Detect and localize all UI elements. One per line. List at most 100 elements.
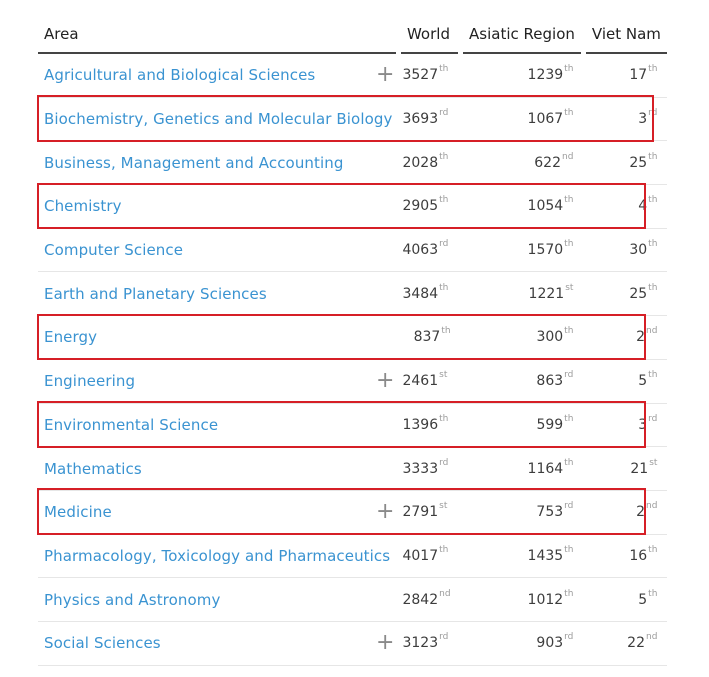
viet-rank-suffix: st bbox=[649, 457, 658, 468]
viet-rank-cell: 25th bbox=[583, 271, 668, 317]
plus-icon[interactable]: + bbox=[376, 630, 395, 656]
header-viet-nam: Viet Nam bbox=[583, 16, 668, 54]
viet-rank-value: 5 bbox=[638, 591, 648, 608]
viet-rank-cell: 2nd bbox=[583, 315, 668, 360]
area-cell: Physics and Astronomy bbox=[38, 577, 399, 622]
viet-rank-value: 22 bbox=[627, 635, 645, 652]
area-cell: Chemistry bbox=[38, 184, 399, 229]
table-row: Biochemistry, Genetics and Molecular Bio… bbox=[38, 97, 668, 142]
world-rank-value: 1396 bbox=[402, 416, 439, 433]
world-rank-suffix: th bbox=[439, 282, 449, 293]
world-rank-cell: 3527th bbox=[398, 53, 461, 98]
viet-rank-cell: 17th bbox=[583, 53, 668, 98]
area-cell: Social Sciences + bbox=[38, 621, 399, 666]
world-rank-suffix: th bbox=[439, 413, 449, 424]
asiatic-rank-cell: 300th bbox=[460, 315, 584, 360]
asiatic-rank-suffix: st bbox=[565, 282, 574, 293]
table-row: Medicine +2791st 753rd 2nd bbox=[38, 490, 668, 535]
viet-rank-cell: 25th bbox=[583, 140, 668, 186]
world-rank-suffix: th bbox=[439, 195, 449, 206]
viet-rank-value: 2 bbox=[636, 504, 645, 521]
asiatic-rank-value: 1164 bbox=[527, 460, 564, 477]
world-rank-cell: 2461st bbox=[398, 359, 461, 404]
subject-area-link[interactable]: Agricultural and Biological Sciences bbox=[44, 66, 316, 85]
subject-area-link[interactable]: Pharmacology, Toxicology and Pharmaceuti… bbox=[44, 546, 391, 565]
area-cell: Pharmacology, Toxicology and Pharmaceuti… bbox=[38, 534, 399, 579]
world-rank-value: 2791 bbox=[402, 504, 439, 521]
subject-area-link[interactable]: Chemistry bbox=[44, 197, 122, 216]
world-rank-cell: 3693rd bbox=[398, 97, 461, 142]
world-rank-value: 3693 bbox=[402, 111, 439, 128]
viet-rank-cell: 5th bbox=[583, 577, 668, 622]
table-row: Chemistry 2905th 1054th 4th bbox=[38, 184, 668, 229]
asiatic-rank-suffix: th bbox=[564, 239, 574, 250]
subject-area-link[interactable]: Physics and Astronomy bbox=[44, 590, 221, 609]
asiatic-rank-value: 1012 bbox=[527, 591, 564, 608]
asiatic-rank-cell: 863rd bbox=[460, 359, 584, 404]
plus-icon[interactable]: + bbox=[376, 62, 395, 88]
subject-area-link[interactable]: Environmental Science bbox=[44, 415, 219, 434]
viet-rank-value: 3 bbox=[638, 111, 648, 128]
subject-area-link[interactable]: Medicine bbox=[44, 503, 112, 522]
viet-rank-suffix: nd bbox=[645, 632, 658, 643]
subject-area-link[interactable]: Energy bbox=[44, 328, 98, 347]
asiatic-rank-cell: 753rd bbox=[460, 490, 584, 535]
world-rank-value: 3333 bbox=[402, 460, 439, 477]
subject-area-link[interactable]: Biochemistry, Genetics and Molecular Bio… bbox=[44, 110, 393, 129]
viet-rank-cell: 2nd bbox=[583, 490, 668, 535]
asiatic-rank-suffix: nd bbox=[561, 151, 574, 162]
asiatic-rank-value: 1054 bbox=[527, 198, 564, 215]
plus-icon[interactable]: + bbox=[376, 368, 395, 394]
subject-area-link[interactable]: Social Sciences bbox=[44, 634, 161, 653]
asiatic-rank-suffix: th bbox=[564, 588, 574, 599]
viet-rank-value: 5 bbox=[638, 373, 648, 390]
viet-rank-cell: 3rd bbox=[583, 97, 668, 142]
area-cell: Engineering + bbox=[38, 359, 399, 404]
world-rank-value: 3123 bbox=[402, 635, 439, 652]
asiatic-rank-suffix: th bbox=[564, 544, 574, 555]
asiatic-rank-value: 1435 bbox=[527, 547, 564, 564]
viet-rank-cell: 5th bbox=[583, 359, 668, 404]
subject-area-link[interactable]: Computer Science bbox=[44, 241, 184, 260]
viet-rank-suffix: nd bbox=[645, 326, 658, 337]
world-rank-suffix: rd bbox=[439, 108, 449, 119]
area-cell: Medicine + bbox=[38, 490, 399, 535]
plus-icon[interactable]: + bbox=[376, 499, 395, 525]
viet-rank-cell: 4th bbox=[583, 184, 668, 229]
world-rank-value: 2842 bbox=[402, 591, 439, 608]
area-cell: Business, Management and Accounting bbox=[38, 140, 399, 186]
viet-rank-value: 25 bbox=[629, 154, 648, 171]
subject-ranking-table: Area World Asiatic Region Viet Nam Agric… bbox=[38, 16, 668, 666]
table-row: Business, Management and Accounting 2028t… bbox=[38, 140, 668, 186]
viet-rank-value: 16 bbox=[629, 547, 648, 564]
viet-rank-value: 3 bbox=[638, 416, 648, 433]
world-rank-value: 2905 bbox=[402, 198, 439, 215]
subject-area-link[interactable]: Mathematics bbox=[44, 459, 142, 478]
area-cell: Agricultural and Biological Sciences + bbox=[38, 53, 399, 98]
area-cell: Computer Science bbox=[38, 228, 399, 273]
asiatic-rank-suffix: th bbox=[564, 457, 574, 468]
asiatic-rank-cell: 622nd bbox=[460, 140, 584, 186]
world-rank-cell: 2028th bbox=[398, 140, 461, 186]
asiatic-rank-value: 622 bbox=[534, 154, 561, 171]
world-rank-suffix: st bbox=[439, 501, 448, 512]
subject-area-link[interactable]: Engineering bbox=[44, 372, 136, 391]
table-row: Engineering +2461st 863rd 5th bbox=[38, 359, 668, 404]
subject-area-link[interactable]: Earth and Planetary Sciences bbox=[44, 284, 267, 303]
viet-rank-cell: 16th bbox=[583, 534, 668, 579]
viet-rank-suffix: th bbox=[648, 195, 658, 206]
asiatic-rank-cell: 1164th bbox=[460, 446, 584, 491]
viet-rank-value: 25 bbox=[629, 285, 648, 302]
world-rank-cell: 1396th bbox=[398, 403, 461, 448]
viet-rank-suffix: th bbox=[648, 64, 658, 75]
table-row: Energy 837th 300th 2nd bbox=[38, 315, 668, 360]
asiatic-rank-cell: 1221st bbox=[460, 271, 584, 317]
subject-area-link[interactable]: Business, Management and Accounting bbox=[44, 153, 344, 172]
asiatic-rank-value: 1067 bbox=[527, 111, 564, 128]
table-row: Earth and Planetary Sciences 3484th 1221st… bbox=[38, 271, 668, 317]
world-rank-cell: 4017th bbox=[398, 534, 461, 579]
asiatic-rank-suffix: th bbox=[564, 326, 574, 337]
asiatic-rank-value: 300 bbox=[536, 329, 564, 346]
table-row: Agricultural and Biological Sciences +352… bbox=[38, 53, 668, 98]
